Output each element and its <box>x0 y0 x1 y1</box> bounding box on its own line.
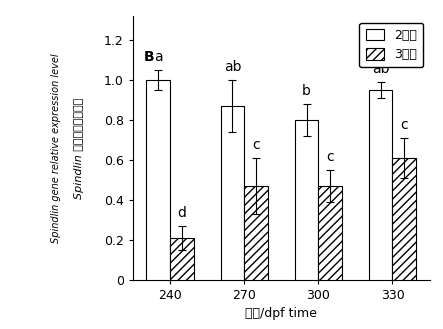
Text: B: B <box>143 50 154 64</box>
Bar <box>392 158 416 280</box>
Text: b: b <box>302 84 311 98</box>
Text: c: c <box>326 150 334 164</box>
Text: d: d <box>178 206 187 220</box>
Bar <box>221 106 244 280</box>
Text: Spindlin 基因的相对表达量: Spindlin 基因的相对表达量 <box>74 97 85 199</box>
Text: ab: ab <box>372 62 389 76</box>
Bar <box>295 120 319 280</box>
Text: c: c <box>400 118 408 132</box>
Bar <box>244 186 268 280</box>
Text: a: a <box>154 50 163 64</box>
Bar <box>146 80 170 280</box>
Bar <box>369 90 392 280</box>
Text: c: c <box>253 138 260 152</box>
Legend: 2倍体, 3倍体: 2倍体, 3倍体 <box>359 23 424 67</box>
Bar <box>319 186 342 280</box>
X-axis label: 时间/dpf time: 时间/dpf time <box>245 307 317 320</box>
Bar <box>170 238 194 280</box>
Text: Spindlin gene relative expression level: Spindlin gene relative expression level <box>51 53 61 243</box>
Text: ab: ab <box>224 60 241 74</box>
